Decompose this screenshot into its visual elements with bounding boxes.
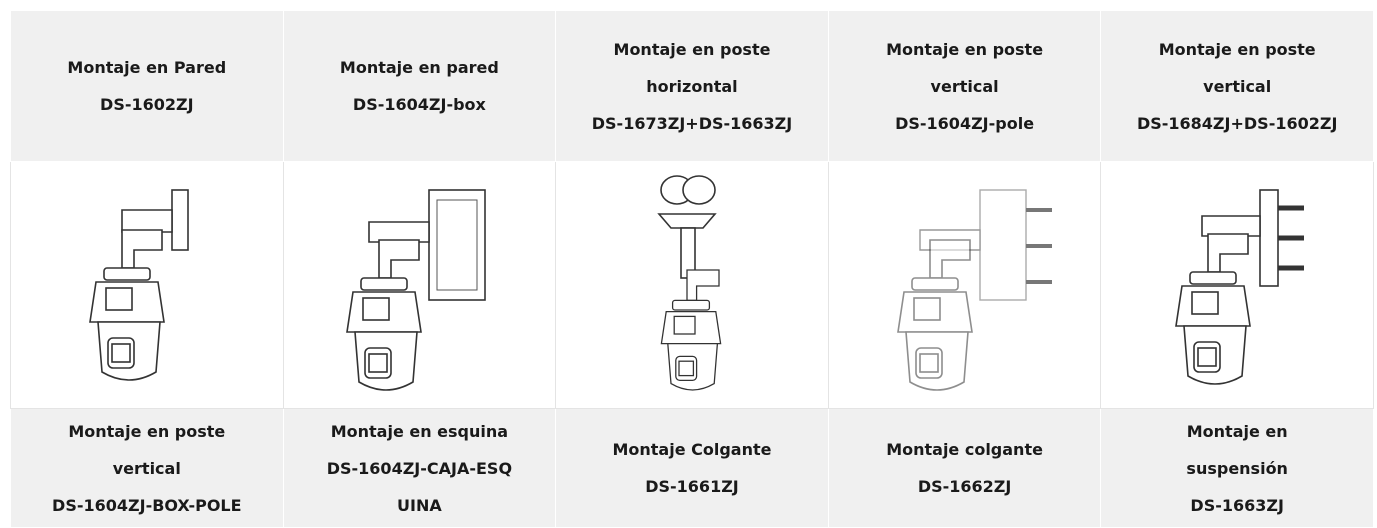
cell-text: DS-1684ZJ+DS-1602ZJ [1136, 113, 1338, 133]
image-cell [282, 161, 557, 409]
product-drawing [1175, 189, 1305, 385]
cell-text: Montaje en poste [68, 421, 226, 441]
label-cell: Montaje en poste vertical DS-1684ZJ+DS-160… [1100, 10, 1374, 162]
cell-text: UINA [397, 495, 442, 515]
cell-text: DS-1604ZJ-BOX-POLE [52, 495, 242, 515]
label-cell: Montaje Colgante DS-1661ZJ [555, 408, 829, 528]
cell-text: Montaje en esquina [330, 421, 509, 441]
label-cell: Montaje en poste horizontal DS-1673ZJ+DS-1… [555, 10, 829, 162]
cell-text: vertical [112, 458, 181, 478]
cell-text: Montaje en poste [886, 39, 1044, 59]
cell-text: Montaje en [1186, 421, 1288, 441]
cell-text: DS-1673ZJ+DS-1663ZJ [591, 113, 793, 133]
cell-text: Montaje en poste [613, 39, 771, 59]
label-cell: Montaje en pared DS-1604ZJ-box [282, 10, 557, 162]
product-drawing [88, 189, 189, 381]
image-cell [1100, 161, 1374, 409]
cell-text: vertical [930, 76, 999, 96]
cell-text: Montaje Colgante [612, 440, 772, 459]
cell-text: DS-1661ZJ [645, 477, 739, 496]
header-row: Montaje en Pared DS-1602ZJ Montaje en pare… [10, 10, 1374, 162]
footer-row: Montaje en poste vertical DS-1604ZJ-BOX-PO… [10, 408, 1374, 528]
cell-text: suspensión [1186, 458, 1288, 478]
product-drawing [346, 189, 487, 391]
cell-text: Montaje en poste [1158, 39, 1316, 59]
cell-text: DS-1604ZJ-CAJA-ESQ [326, 458, 513, 478]
product-drawing [896, 189, 1052, 391]
label-cell: Montaje en poste vertical DS-1604ZJ-pole [827, 10, 1102, 162]
label-cell: Montaje en Pared DS-1602ZJ [10, 10, 284, 162]
cell-text: Montaje colgante [886, 440, 1043, 459]
cell-text: DS-1604ZJ-box [352, 95, 486, 114]
mount-table: Montaje en Pared DS-1602ZJ Montaje en pare… [10, 10, 1374, 528]
cell-text: Montaje en Pared [67, 58, 227, 77]
cell-text: vertical [1203, 76, 1272, 96]
cell-text: DS-1604ZJ-pole [895, 113, 1035, 133]
cell-text: DS-1662ZJ [917, 477, 1012, 496]
cell-text: Montaje en pared [339, 58, 499, 77]
cell-text: horizontal [646, 76, 738, 96]
cell-text: DS-1602ZJ [100, 95, 194, 114]
label-cell: Montaje en suspensión DS-1663ZJ [1100, 408, 1374, 528]
image-cell [555, 161, 829, 409]
image-cell [10, 161, 284, 409]
label-cell: Montaje en esquina DS-1604ZJ-CAJA-ESQ UINA [282, 408, 557, 528]
product-drawing [657, 175, 722, 391]
image-row [10, 161, 1374, 409]
label-cell: Montaje colgante DS-1662ZJ [827, 408, 1102, 528]
label-cell: Montaje en poste vertical DS-1604ZJ-BOX-PO… [10, 408, 284, 528]
cell-text: DS-1663ZJ [1190, 495, 1284, 515]
image-cell [827, 161, 1102, 409]
